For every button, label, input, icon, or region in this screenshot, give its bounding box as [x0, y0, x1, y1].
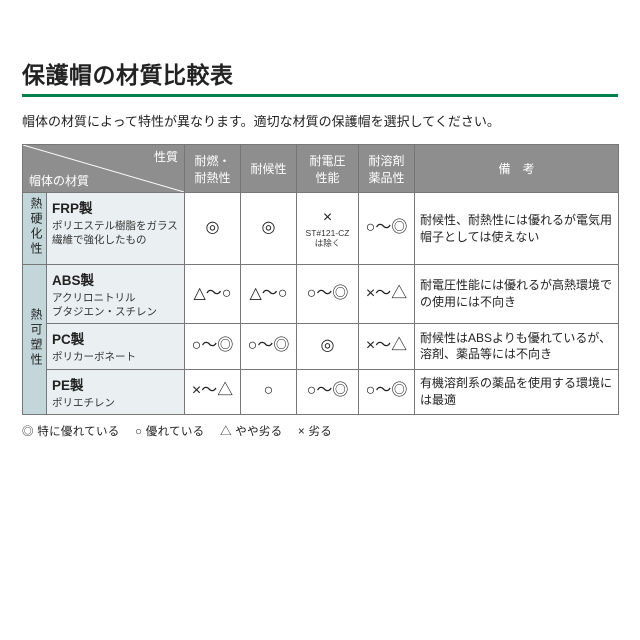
- header-corner-top: 性質: [154, 148, 178, 165]
- rating-cell: ○～◎: [241, 324, 297, 369]
- material-cell: FRP製ポリエステル樹脂をガラス繊維で強化したもの: [47, 193, 185, 265]
- table-row: PE製ポリエチレン ×～△ ○ ○～◎ ○～◎ 有機溶剤系の薬品を使用する環境には最適: [23, 369, 619, 414]
- legend: ◎ 特に優れている ○ 優れている △ やや劣る × 劣る: [22, 423, 618, 439]
- rating-symbol: ○～◎: [366, 219, 408, 236]
- col-header: 耐電圧性能: [297, 145, 359, 193]
- col-header: 耐燃・耐熱性: [185, 145, 241, 193]
- comparison-table: 性質 帽体の材質 耐燃・耐熱性 耐候性 耐電圧性能 耐溶剤薬品性 備 考 熱硬化…: [22, 144, 619, 415]
- title-rule: [22, 94, 618, 97]
- rating-cell: ×～△: [359, 265, 415, 324]
- rating-cell: ◎: [241, 193, 297, 265]
- rating-cell: ◎: [185, 193, 241, 265]
- remark-cell: 耐候性はABSよりも優れているが、溶剤、薬品等には不向き: [415, 324, 619, 369]
- legend-item: ◎ 特に優れている: [22, 426, 120, 438]
- material-name: PC製: [52, 328, 179, 348]
- rating-cell: ×～△: [359, 324, 415, 369]
- rating-cell: ○～◎: [359, 369, 415, 414]
- table-row: 熱可塑性ABS製アクリロニトリルブタジエン・スチレン△～○△～○○～◎×～△耐電…: [23, 265, 619, 324]
- rating-symbol: ○: [264, 382, 274, 399]
- rating-cell: ○～◎: [185, 324, 241, 369]
- rating-symbol: ×～△: [192, 382, 233, 399]
- remark-cell: 耐電圧性能には優れるが高熱環境での使用には不向き: [415, 265, 619, 324]
- remark-cell: 耐候性、耐熱性には優れるが電気用帽子としては使えない: [415, 193, 619, 265]
- rating-symbol: ×～△: [366, 337, 407, 354]
- lead-text: 帽体の材質によって特性が異なります。適切な材質の保護帽を選択してください。: [22, 111, 618, 130]
- rating-symbol: ◎: [262, 219, 276, 236]
- rating-cell: ○～◎: [297, 265, 359, 324]
- rating-symbol: ○～◎: [366, 382, 408, 399]
- rating-cell: △～○: [241, 265, 297, 324]
- rating-symbol: ×: [323, 209, 332, 226]
- table-row: 熱硬化性FRP製ポリエステル樹脂をガラス繊維で強化したもの ◎ ◎ × ST#121-C…: [23, 193, 619, 265]
- material-desc: ポリエステル樹脂をガラス繊維で強化したもの: [52, 219, 179, 247]
- rating-symbol: △～○: [194, 285, 232, 302]
- material-name: FRP製: [52, 197, 179, 217]
- rating-cell: ◎: [297, 324, 359, 369]
- rating-symbol: ○～◎: [307, 285, 349, 302]
- rating-symbol: ○～◎: [307, 382, 349, 399]
- rating-cell: ○～◎: [297, 369, 359, 414]
- material-desc: アクリロニトリルブタジエン・スチレン: [52, 291, 179, 319]
- rating-subtext: ST#121-CZは除く: [302, 228, 353, 248]
- rating-cell: △～○: [185, 265, 241, 324]
- material-cell: PE製ポリエチレン: [47, 369, 185, 414]
- rating-symbol: ◎: [206, 219, 220, 236]
- material-name: ABS製: [52, 269, 179, 289]
- rating-cell: ×～△: [185, 369, 241, 414]
- material-desc: ポリエチレン: [52, 396, 179, 410]
- rating-symbol: ×～△: [366, 285, 407, 302]
- rating-symbol: ◎: [321, 337, 335, 354]
- rating-cell: ○: [241, 369, 297, 414]
- col-header: 耐溶剤薬品性: [359, 145, 415, 193]
- col-header: 備 考: [415, 145, 619, 193]
- rating-symbol: △～○: [250, 285, 288, 302]
- material-cell: PC製ポリカーボネート: [47, 324, 185, 369]
- material-name: PE製: [52, 374, 179, 394]
- header-corner: 性質 帽体の材質: [23, 145, 185, 193]
- col-header: 耐候性: [241, 145, 297, 193]
- header-corner-bottom: 帽体の材質: [29, 172, 89, 189]
- rating-cell: × ST#121-CZは除く: [297, 193, 359, 265]
- category-cell: 熱硬化性: [23, 193, 47, 265]
- rating-symbol: ○～◎: [192, 337, 234, 354]
- page-title: 保護帽の材質比較表: [22, 56, 618, 90]
- remark-cell: 有機溶剤系の薬品を使用する環境には最適: [415, 369, 619, 414]
- table-header-row: 性質 帽体の材質 耐燃・耐熱性 耐候性 耐電圧性能 耐溶剤薬品性 備 考: [23, 145, 619, 193]
- legend-item: △ やや劣る: [220, 426, 283, 438]
- material-cell: ABS製アクリロニトリルブタジエン・スチレン: [47, 265, 185, 324]
- table-row: PC製ポリカーボネート ○～◎ ○～◎ ◎ ×～△ 耐候性はABSよりも優れているが、溶剤…: [23, 324, 619, 369]
- rating-cell: ○～◎: [359, 193, 415, 265]
- category-cell: 熱可塑性: [23, 265, 47, 415]
- rating-symbol: ○～◎: [248, 337, 290, 354]
- material-desc: ポリカーボネート: [52, 350, 179, 364]
- legend-item: × 劣る: [298, 426, 332, 438]
- legend-item: ○ 優れている: [135, 426, 204, 438]
